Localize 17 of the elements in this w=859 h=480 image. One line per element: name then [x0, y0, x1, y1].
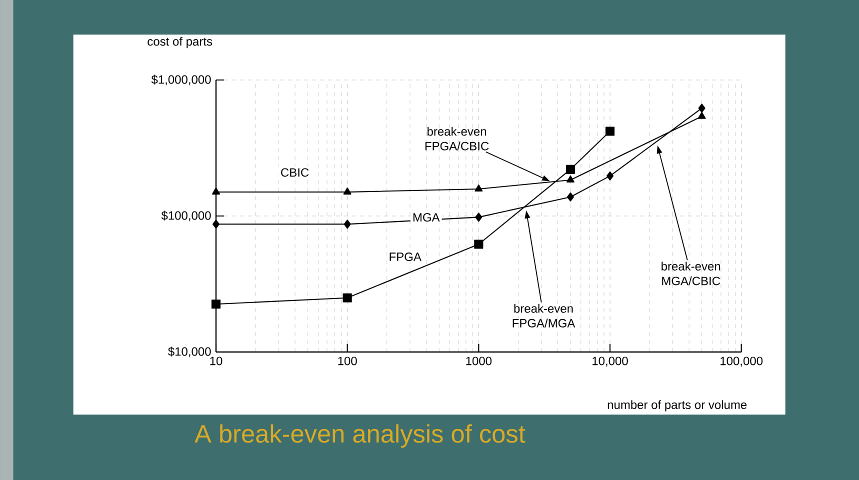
x-tick-label: 1000 — [466, 356, 492, 366]
text: A break-even analysis of cost — [194, 424, 526, 448]
y-tick-label: $10,000 — [168, 346, 211, 358]
x-tick-label: 10 — [210, 356, 222, 366]
x-tick-label: 10,000 — [592, 356, 628, 367]
x-tick-label: 100 — [338, 356, 357, 366]
y-tick-label: $100,000 — [161, 210, 211, 222]
x-tick-label: 100,000 — [720, 356, 763, 367]
x-axis-title: number of parts or volume — [608, 400, 747, 412]
series-label: CBIC — [281, 168, 309, 177]
series-label: FPGA — [390, 252, 422, 262]
series-label: MGA — [413, 213, 440, 222]
y-axis-title: cost of parts — [148, 36, 212, 48]
y-tick-label: $1,000,000 — [151, 74, 211, 86]
annotation: break-even FPGA/CBIC — [425, 126, 489, 150]
annotation: break-even FPGA/MGA — [512, 304, 576, 328]
annotation: break-even MGA/CBIC — [662, 262, 720, 286]
